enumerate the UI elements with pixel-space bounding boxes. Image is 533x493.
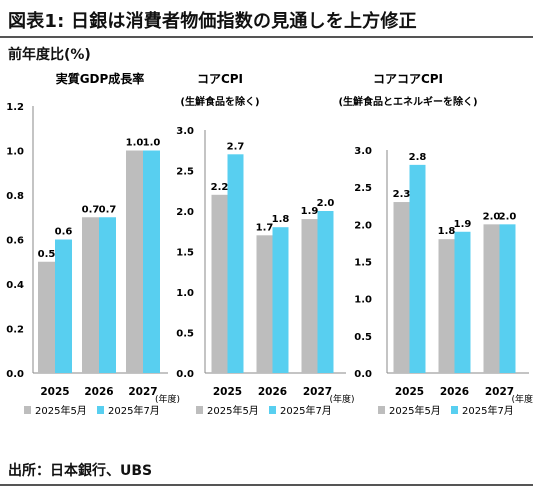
y-tick-label: 0.2 bbox=[6, 325, 24, 336]
bar bbox=[454, 231, 471, 373]
y-tick-label: 1.0 bbox=[6, 147, 24, 158]
data-label: 2.8 bbox=[409, 152, 427, 163]
gdp-chart: 実質GDP成長率 1.2 1.0 0.8 0.6 0.4 0.2 0.0 0.5 0.6 2025 0… bbox=[6, 71, 180, 417]
bar bbox=[272, 227, 289, 373]
y-tick-label: 1.2 bbox=[6, 102, 24, 113]
bar bbox=[55, 239, 72, 373]
bar bbox=[483, 224, 500, 373]
legend-swatch bbox=[269, 406, 276, 414]
unit-subtitle: 前年度比(%) bbox=[8, 47, 91, 63]
category-label: 2027 bbox=[128, 386, 157, 398]
core-cpi-chart: コアCPI (生鮮食品を除く) 3.0 2.5 2.0 1.5 1.0 0.5 0.0 2.2 2.… bbox=[176, 72, 354, 417]
x-axis-unit: (年度) bbox=[330, 393, 355, 405]
y-tick-label: 0.8 bbox=[6, 191, 24, 202]
y-tick-label: 0.0 bbox=[6, 369, 24, 380]
figure-title: 図表1: 日銀は消費者物価指数の見通しを上方修正 bbox=[8, 11, 417, 32]
bar bbox=[499, 224, 516, 373]
legend-swatch bbox=[451, 406, 458, 414]
bar bbox=[409, 164, 426, 373]
legend-label: 2025年7月 bbox=[462, 404, 514, 417]
y-tick-label: 1.0 bbox=[176, 288, 194, 299]
data-label: 2.0 bbox=[317, 198, 335, 209]
legend-swatch bbox=[24, 406, 31, 414]
data-label: 1.8 bbox=[272, 214, 290, 225]
legend-label: 2025年5月 bbox=[207, 404, 259, 417]
y-tick-label: 2.5 bbox=[176, 167, 194, 178]
bottom-rule bbox=[0, 484, 533, 486]
legend-label: 2025年5月 bbox=[389, 404, 441, 417]
bar bbox=[38, 261, 55, 373]
legend-swatch bbox=[378, 406, 385, 414]
category-label: 2026 bbox=[258, 386, 287, 398]
data-label: 2.0 bbox=[499, 211, 517, 222]
y-tick-label: 1.5 bbox=[176, 248, 194, 259]
data-label: 1.0 bbox=[143, 138, 161, 149]
data-label: 1.9 bbox=[301, 206, 319, 217]
y-tick-label: 2.0 bbox=[354, 220, 372, 231]
category-label: 2025 bbox=[213, 386, 242, 398]
panel-subtitle: (生鮮食品を除く) bbox=[180, 95, 259, 108]
category-label: 2027 bbox=[485, 386, 514, 398]
legend-label: 2025年7月 bbox=[280, 404, 332, 417]
bar bbox=[256, 235, 273, 373]
category-label: 2027 bbox=[303, 386, 332, 398]
panel-title: コアCPI bbox=[197, 72, 243, 86]
bar bbox=[438, 239, 455, 373]
data-label: 1.0 bbox=[126, 138, 144, 149]
y-tick-label: 3.0 bbox=[354, 146, 372, 157]
y-tick-label: 2.0 bbox=[176, 207, 194, 218]
y-tick-label: 0.6 bbox=[6, 236, 24, 247]
x-axis-unit: (年度) bbox=[155, 393, 180, 405]
x-axis-unit: (年度) bbox=[512, 393, 533, 405]
legend-swatch bbox=[97, 406, 104, 414]
bar bbox=[393, 202, 410, 373]
category-label: 2026 bbox=[440, 386, 469, 398]
bar bbox=[143, 150, 160, 373]
bar bbox=[126, 150, 143, 373]
bar bbox=[301, 219, 318, 373]
data-label: 0.5 bbox=[38, 249, 56, 260]
y-tick-label: 0.0 bbox=[176, 369, 194, 380]
y-tick-label: 0.5 bbox=[354, 332, 372, 343]
data-label: 2.7 bbox=[227, 141, 245, 152]
bar bbox=[227, 154, 244, 373]
y-tick-label: 1.0 bbox=[354, 295, 372, 306]
bar bbox=[317, 211, 334, 373]
panel-title: 実質GDP成長率 bbox=[56, 71, 145, 86]
data-label: 0.7 bbox=[99, 204, 117, 215]
panel-subtitle: (生鮮食品とエネルギーを除く) bbox=[338, 95, 477, 108]
y-tick-label: 0.4 bbox=[6, 280, 24, 291]
panel-title: コアコアCPI bbox=[373, 72, 443, 86]
data-label: 0.7 bbox=[82, 204, 100, 215]
legend-label: 2025年7月 bbox=[108, 404, 160, 417]
data-label: 0.6 bbox=[55, 227, 73, 238]
y-tick-label: 1.5 bbox=[354, 258, 372, 269]
category-label: 2025 bbox=[40, 386, 69, 398]
data-label: 2.0 bbox=[483, 211, 501, 222]
data-label: 2.3 bbox=[393, 189, 411, 200]
bar bbox=[211, 194, 228, 373]
source-note: 出所：日本銀行、UBS bbox=[8, 463, 153, 479]
data-label: 2.2 bbox=[211, 182, 229, 193]
bar bbox=[82, 217, 99, 373]
top-rule bbox=[0, 36, 533, 38]
legend-label: 2025年5月 bbox=[35, 404, 87, 417]
data-label: 1.9 bbox=[454, 219, 472, 230]
data-label: 1.7 bbox=[256, 222, 274, 233]
core-core-cpi-chart: コアコアCPI (生鮮食品とエネルギーを除く) 3.0 2.5 2.0 1.5 1.0 0.5… bbox=[338, 72, 533, 417]
y-tick-label: 0.0 bbox=[354, 369, 372, 380]
bar bbox=[99, 217, 116, 373]
y-tick-label: 3.0 bbox=[176, 126, 194, 137]
y-tick-label: 2.5 bbox=[354, 183, 372, 194]
y-tick-label: 0.5 bbox=[176, 329, 194, 340]
category-label: 2025 bbox=[395, 386, 424, 398]
data-label: 1.8 bbox=[438, 226, 456, 237]
legend-swatch bbox=[196, 406, 203, 414]
category-label: 2026 bbox=[84, 386, 113, 398]
